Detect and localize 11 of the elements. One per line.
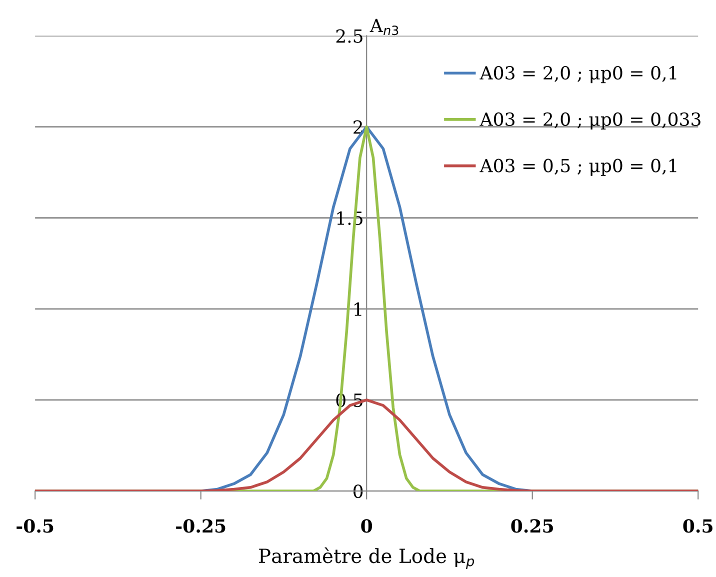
x-tick-label: 0.5 <box>683 519 712 533</box>
y-tick-label: 1 <box>354 302 362 316</box>
x-axis-title: Paramètre de Lode μ$_{p}$ <box>259 547 474 569</box>
y-tick-label: 2.5 <box>336 29 362 43</box>
legend-label: A03 = 2,0 ; μp0 = 0,1 <box>480 66 676 84</box>
legend-label: A03 = 2,0 ; μp0 = 0,033 <box>480 112 700 130</box>
y-axis-title: A$_{n3}$ <box>370 18 398 36</box>
x-tick-label: -0.25 <box>176 519 226 533</box>
x-tick-label: 0.25 <box>511 519 553 533</box>
x-tick-label: -0.5 <box>16 519 54 533</box>
legend-label: A03 = 0,5 ; μp0 = 0,1 <box>480 158 676 176</box>
